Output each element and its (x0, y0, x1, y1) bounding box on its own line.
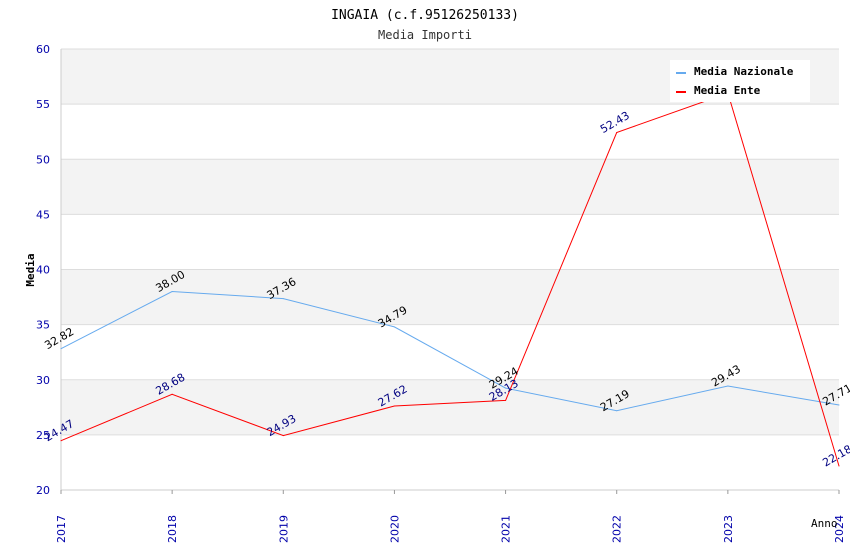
x-tick-label: 2023 (722, 515, 735, 543)
plot-band (61, 434, 839, 490)
legend-label-ente: Media Ente (694, 84, 761, 97)
data-point (616, 131, 618, 133)
plot-band (61, 214, 839, 270)
data-point (60, 348, 62, 350)
legend: Media Nazionale Media Ente (670, 60, 810, 102)
x-tick-label: 2018 (166, 515, 179, 543)
y-tick-label: 60 (36, 43, 50, 56)
x-tick-label: 2020 (388, 515, 401, 543)
legend-label-nazionale: Media Nazionale (694, 65, 794, 78)
y-tick-label: 45 (36, 208, 50, 221)
data-point (505, 387, 507, 389)
plot-band (61, 379, 839, 435)
y-tick-label: 30 (36, 374, 50, 387)
plot-band (61, 159, 839, 215)
x-tick-label: 2021 (500, 515, 513, 543)
data-point (838, 404, 840, 406)
plot-band (61, 104, 839, 160)
data-point (60, 440, 62, 442)
data-point (505, 399, 507, 401)
plot-band (61, 269, 839, 325)
y-tick-label: 55 (36, 98, 50, 111)
y-tick-label: 40 (36, 264, 50, 277)
data-point (171, 393, 173, 395)
y-tick-label: 50 (36, 153, 50, 166)
y-axis-ticks: 20 25 30 35 40 45 50 55 60 (36, 43, 50, 497)
plot-band (61, 324, 839, 380)
data-point (171, 291, 173, 293)
series-line-media-nazionale (60, 290, 840, 412)
data-point (282, 298, 284, 300)
x-tick-label: 2024 (833, 515, 846, 543)
data-point (282, 435, 284, 437)
data-point (727, 385, 729, 387)
x-axis-label: Anno (811, 517, 838, 530)
x-axis-ticks: 2017 2018 2019 2020 2021 2022 2023 2024 (55, 490, 846, 543)
y-tick-label: 25 (36, 429, 50, 442)
plot-background (61, 49, 839, 490)
chart-subtitle: Media Importi (378, 28, 472, 42)
axes (60, 49, 839, 491)
y-tick-label: 20 (36, 484, 50, 497)
data-point (393, 405, 395, 407)
data-point (393, 326, 395, 328)
data-point (616, 410, 618, 412)
legend-box (670, 60, 810, 102)
y-tick-label: 35 (36, 319, 50, 332)
x-tick-label: 2017 (55, 515, 68, 543)
x-tick-label: 2019 (277, 515, 290, 543)
x-tick-label: 2022 (611, 515, 624, 543)
data-point (838, 465, 840, 467)
chart-title: INGAIA (c.f.95126250133) (331, 8, 519, 23)
y-axis-label: Media (24, 253, 37, 286)
